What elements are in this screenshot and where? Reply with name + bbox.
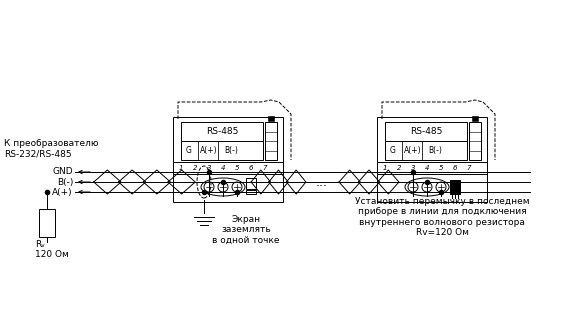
Text: A(+): A(+) [200,146,218,155]
Bar [39,209,55,237]
Text: ...: ... [316,175,328,188]
Text: G: G [390,146,396,155]
Text: 4: 4 [221,165,225,171]
Bar [265,122,277,160]
Text: G: G [186,146,192,155]
Text: 1: 1 [179,165,183,171]
Text: 6: 6 [453,165,457,171]
Bar [469,122,481,160]
Text: A(+): A(+) [404,146,422,155]
Circle shape [422,182,432,192]
Circle shape [232,182,242,192]
Text: 7: 7 [467,165,472,171]
Text: 1: 1 [383,165,387,171]
Bar [450,180,460,194]
Circle shape [408,182,418,192]
Text: B(-): B(-) [57,178,73,187]
Text: 2: 2 [397,165,401,171]
Text: 2: 2 [192,165,197,171]
Text: 7: 7 [263,165,267,171]
Text: 5: 5 [235,165,239,171]
Text: Установить перемычку в последнем
приборе в линии для подключения
внутреннего вол: Установить перемычку в последнем приборе… [355,197,529,237]
Text: Rᵥ
120 Ом: Rᵥ 120 Ом [35,240,69,259]
Text: 3: 3 [207,165,211,171]
Text: Экран
заземлять
в одной точке: Экран заземлять в одной точке [212,215,280,245]
Text: B(-): B(-) [428,146,442,155]
Bar [472,116,478,121]
Bar [173,117,283,202]
Bar [268,116,274,121]
Text: B(-): B(-) [224,146,238,155]
Text: RS-485: RS-485 [410,127,442,136]
Circle shape [436,182,446,192]
Bar [246,178,256,189]
Circle shape [204,182,214,192]
Bar [385,122,467,160]
Text: GND: GND [53,168,73,177]
Text: 4: 4 [425,165,429,171]
Text: 3: 3 [411,165,415,171]
Text: 6: 6 [249,165,253,171]
Bar [246,190,256,194]
Text: RS-485: RS-485 [206,127,238,136]
Bar [181,122,263,160]
Bar [377,117,487,202]
Text: К преобразователю
RS-232/RS-485: К преобразователю RS-232/RS-485 [4,139,98,159]
Text: 5: 5 [439,165,443,171]
Circle shape [218,182,228,192]
Text: A(+): A(+) [53,188,73,197]
